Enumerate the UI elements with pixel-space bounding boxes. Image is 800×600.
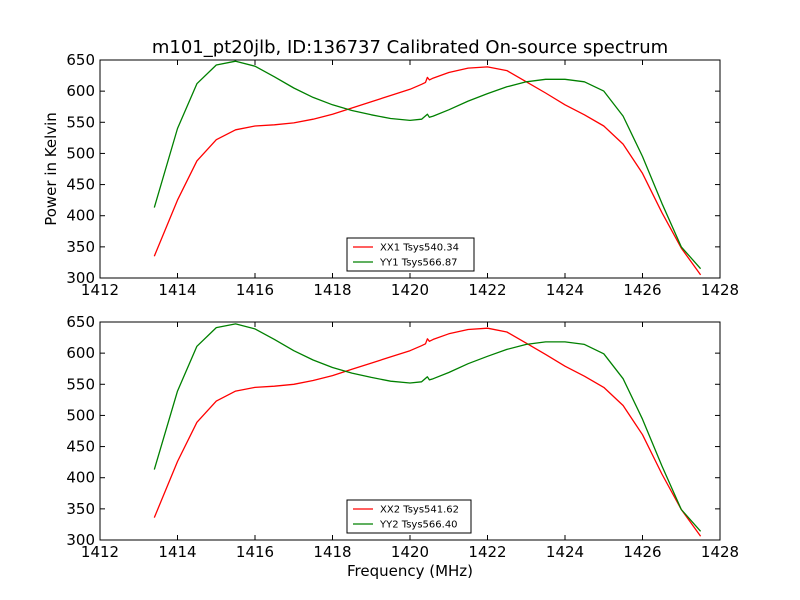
legend-box	[346, 499, 472, 534]
y-tick-label: 400	[66, 207, 95, 225]
x-tick-label: 1422	[468, 543, 506, 561]
x-tick-label: 1418	[313, 281, 351, 299]
x-tick-label: 1420	[391, 543, 429, 561]
legend: XX2 Tsys541.62 YY2 Tsys566.40	[346, 499, 472, 534]
x-tick-label: 1416	[236, 543, 274, 561]
series-line-xx2	[153, 327, 702, 537]
legend-entry: XX1 Tsys540.34	[380, 243, 459, 254]
y-tick-label: 550	[66, 375, 95, 393]
x-tick-label: 1414	[158, 281, 196, 299]
x-tick-label: 1422	[468, 281, 506, 299]
y-tick-label: 400	[66, 469, 95, 487]
y-tick-label: 300	[66, 269, 95, 287]
y-tick-label: 500	[66, 144, 95, 162]
y-tick-label: 650	[66, 51, 95, 69]
x-tick-label: 1412	[81, 543, 119, 561]
y-tick-label: 350	[66, 500, 95, 518]
x-tick-label: 1416	[236, 281, 274, 299]
y-tick-label: 650	[66, 313, 95, 331]
series-line-xx1	[153, 66, 702, 276]
legend-entry: YY2 Tsys566.40	[379, 520, 458, 531]
legend-box	[346, 237, 475, 272]
y-tick-label: 600	[66, 344, 95, 362]
chart-title: m101_pt20jlb, ID:136737 Calibrated On-so…	[152, 37, 668, 58]
x-tick-label: 1414	[158, 543, 196, 561]
y-tick-label: 500	[66, 406, 95, 424]
x-tick-label: 1424	[546, 543, 584, 561]
y-tick-label: 550	[66, 113, 95, 131]
bottom-panel: 1412 1414 1416 1418 1420 1422 1424 1426 1428 300 3…	[66, 313, 739, 580]
x-tick-label: 1426	[623, 281, 661, 299]
x-tick-label: 1418	[313, 543, 351, 561]
x-tick-label: 1412	[81, 281, 119, 299]
legend: XX1 Tsys540.34 YY1 Tsys566.87	[346, 237, 475, 272]
x-tick-label: 1428	[701, 281, 739, 299]
legend-entry: XX2 Tsys541.62	[380, 505, 459, 516]
series-line-yy1	[153, 60, 702, 270]
legend-entry: YY1 Tsys566.87	[379, 258, 458, 269]
x-tick-label: 1420	[391, 281, 429, 299]
y-axis-label: Power in Kelvin	[42, 112, 60, 226]
x-tick-label: 1428	[701, 543, 739, 561]
x-tick-label: 1424	[546, 281, 584, 299]
x-tick-label: 1426	[623, 543, 661, 561]
series-line-yy2	[153, 323, 702, 532]
y-tick-label: 600	[66, 82, 95, 100]
y-tick-label: 450	[66, 176, 95, 194]
x-axis-label: Frequency (MHz)	[347, 562, 473, 580]
top-panel: 1412 1414 1416 1418 1420 1422 1424 1426 1428 300 3…	[42, 51, 739, 299]
y-tick-label: 300	[66, 531, 95, 549]
y-tick-label: 350	[66, 238, 95, 256]
y-tick-label: 450	[66, 438, 95, 456]
